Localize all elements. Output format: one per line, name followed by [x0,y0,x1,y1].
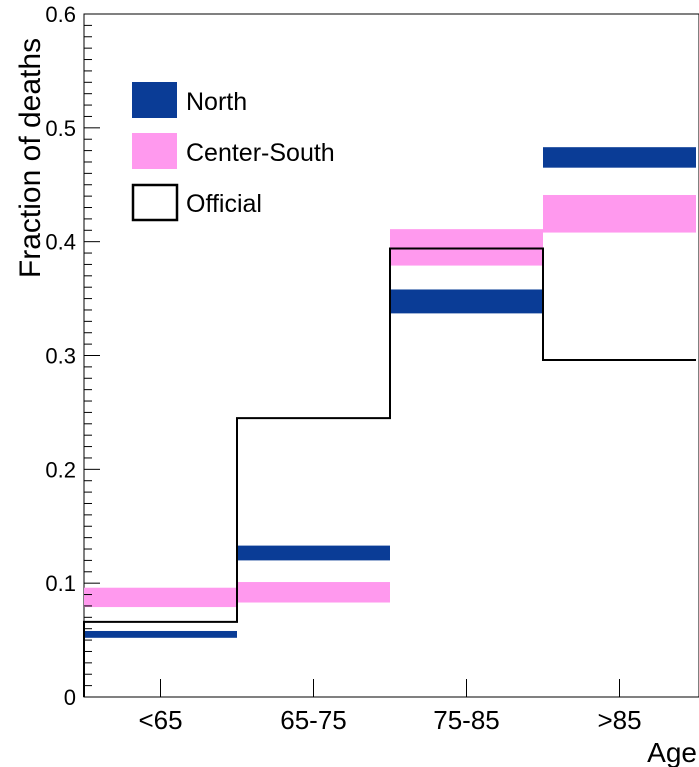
band-center-south-2 [237,582,390,603]
x-tick-label: >85 [597,705,641,735]
legend-label-north: North [186,88,247,116]
band-north-4 [543,147,696,168]
y-tick-label: 0.2 [45,457,76,482]
band-north-3 [390,289,543,314]
y-tick-label: 0.6 [45,2,76,27]
y-axis-label: Fraction of deaths [14,38,47,278]
step-line-official [83,247,696,697]
legend-label-center-south: Center-South [186,139,335,167]
x-tick-label: <65 [138,705,182,735]
band-center-south-1 [84,587,237,608]
y-tick-label: 0.1 [45,571,76,596]
x-axis-label: Age [647,737,697,767]
x-tick-label: 75-85 [433,705,500,735]
y-tick-label: 0.3 [45,344,76,369]
y-tick-label: 0 [64,685,76,710]
legend-label-official: Official [186,190,262,218]
band-north-2 [237,545,390,561]
y-tick-label: 0.5 [45,116,76,141]
legend-swatch-center-south [132,133,177,169]
legend-swatch-north [132,82,177,118]
plot-area [83,13,699,698]
y-tick-label: 0.4 [45,230,76,255]
band-center-south-4 [543,194,696,233]
band-center-south-3 [390,229,543,266]
band-north-1 [84,630,237,638]
x-tick-label: 65-75 [280,705,347,735]
legend-swatch-official [131,183,179,222]
